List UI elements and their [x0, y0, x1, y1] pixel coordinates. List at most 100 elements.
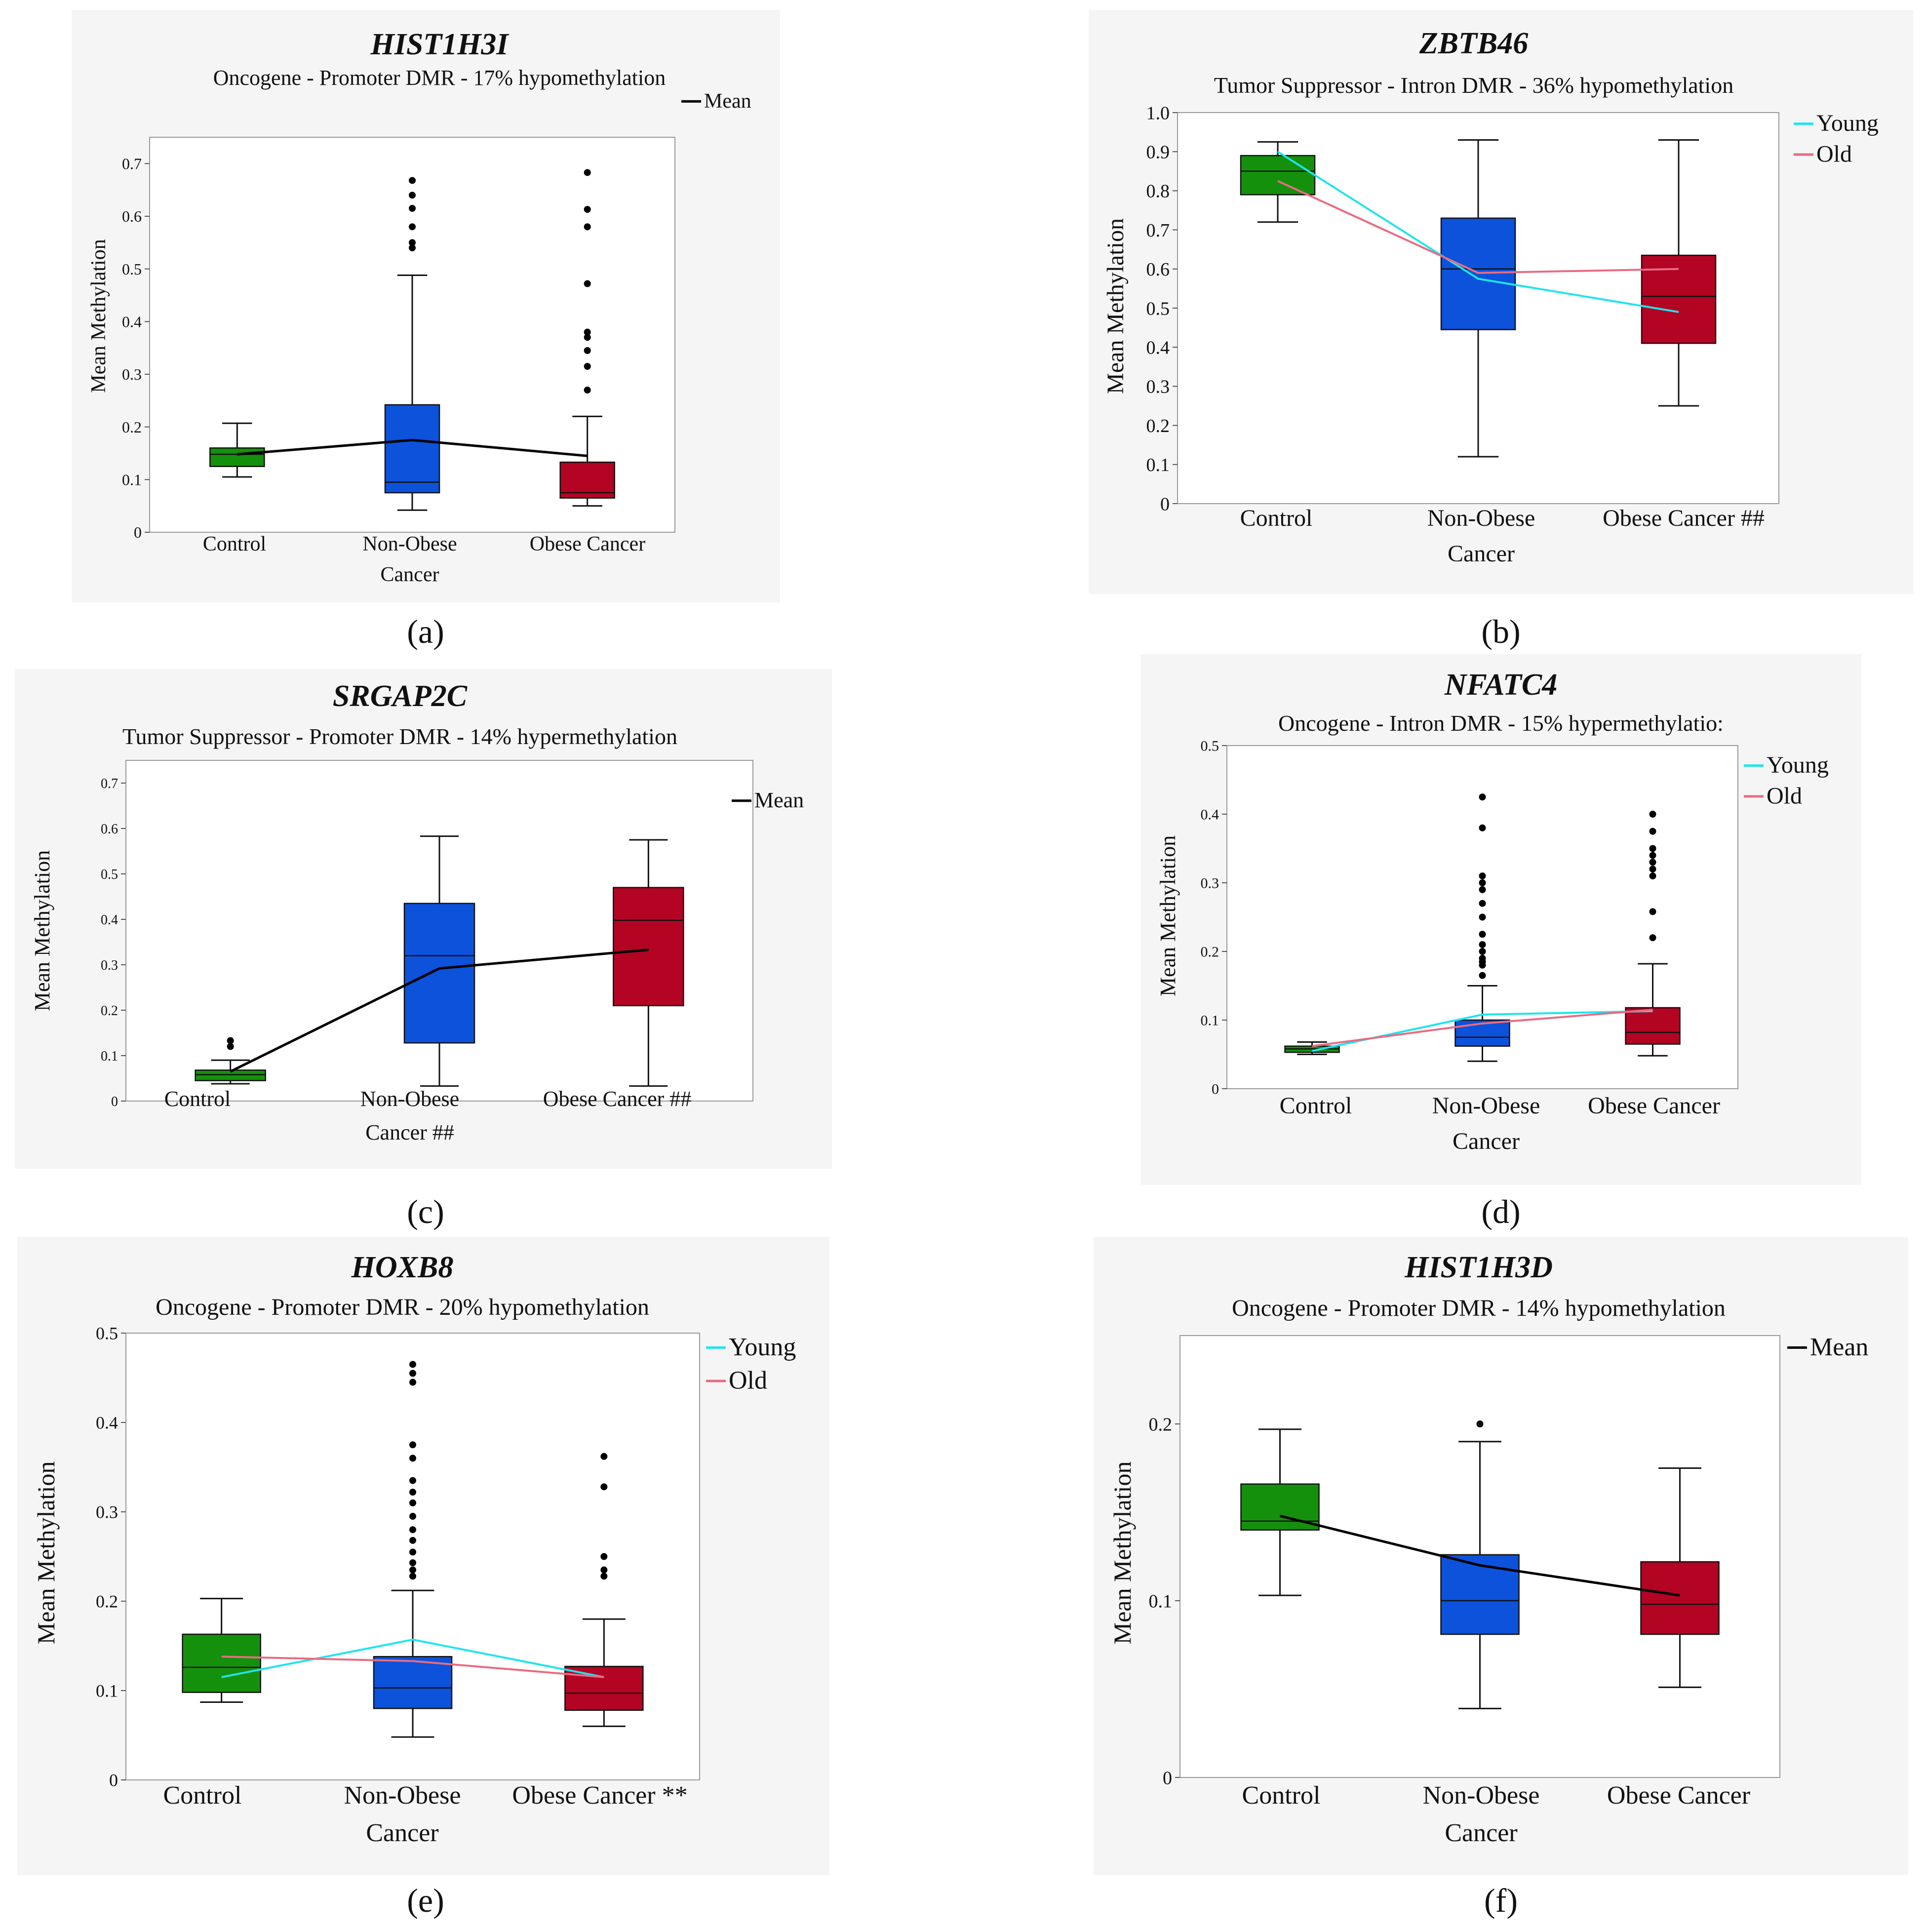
y-tick-label: 0.1	[1201, 1013, 1219, 1029]
outlier-point	[584, 328, 591, 336]
outlier-point	[409, 1361, 416, 1368]
y-axis-label: Mean Methylation	[1108, 1461, 1136, 1645]
outlier-point	[600, 1453, 608, 1460]
y-tick-label: 0	[1212, 1081, 1219, 1098]
box-non-obese	[1454, 793, 1510, 1062]
caption-c-text: (c)	[407, 1193, 444, 1230]
outlier-point	[409, 223, 416, 231]
outlier-point	[409, 1548, 416, 1556]
x-category-label: Cancer	[1453, 1128, 1520, 1154]
y-tick-label: 0.1	[1149, 1591, 1173, 1612]
series-line-old	[221, 1656, 604, 1678]
box-non-obese	[384, 177, 440, 511]
outlier-point	[600, 1566, 608, 1574]
y-tick-label: 0.8	[1146, 181, 1170, 202]
x-category-label: Non-Obese	[362, 533, 457, 555]
box-non-obese	[403, 835, 475, 1087]
box-control	[209, 422, 265, 478]
outlier-point	[600, 1553, 608, 1560]
legend-label: Old	[1767, 783, 1802, 809]
y-tick-label: 0.2	[1149, 1414, 1173, 1435]
y-axis-label: Mean Methylation	[1102, 218, 1129, 394]
caption-e-text: (e)	[407, 1882, 444, 1919]
box-obese	[1640, 1467, 1720, 1688]
y-tick-label: 0	[1163, 1768, 1172, 1788]
outlier-point	[409, 1537, 416, 1544]
x-category-label: Obese Cancer ##	[1603, 505, 1765, 531]
outlier-point	[1479, 941, 1486, 948]
x-category-label: Control	[203, 533, 266, 555]
y-tick-label: 0.2	[1146, 416, 1170, 436]
outlier-point	[409, 1489, 416, 1496]
y-tick-label: 0.2	[1201, 944, 1219, 960]
y-tick-label: 0.7	[122, 155, 142, 173]
series-line-mean	[230, 948, 649, 1073]
box-iqr	[564, 1665, 644, 1711]
legend-label: Young	[729, 1333, 796, 1361]
chart-title: HIST1H3D	[1404, 1251, 1553, 1284]
y-tick-label: 0	[134, 523, 142, 541]
outlier-point	[1479, 972, 1486, 979]
outlier-point	[1476, 1420, 1484, 1427]
chart-e: HOXB8 Oncogene - Promoter DMR - 20% hypom…	[32, 1251, 796, 1847]
outlier-point	[1649, 934, 1656, 942]
y-tick-label: 0.1	[101, 1049, 118, 1064]
caption-f-text: (f)	[1484, 1882, 1518, 1919]
outlier-point	[1649, 866, 1656, 873]
caption-d-text: (d)	[1481, 1193, 1521, 1230]
box-iqr	[1640, 1561, 1720, 1635]
x-category-label: Cancer	[1445, 1819, 1517, 1847]
outlier-point	[584, 363, 591, 370]
y-tick-label: 0	[111, 1094, 118, 1109]
caption-a-text: (a)	[407, 613, 444, 650]
chart-title: SRGAP2C	[333, 679, 468, 713]
outlier-point	[409, 1566, 416, 1574]
outlier-point	[1649, 828, 1656, 835]
y-tick-label: 0.5	[122, 260, 142, 278]
outlier-point	[584, 169, 591, 176]
outlier-point	[1649, 811, 1656, 818]
y-tick-label: 0.9	[1146, 142, 1170, 163]
y-tick-label: 0.6	[101, 822, 118, 837]
legend-label: Mean	[704, 90, 751, 113]
chart-panel-e: HOXB8 Oncogene - Promoter DMR - 20% hypom…	[17, 1237, 829, 1875]
outlier-point	[1479, 931, 1486, 938]
box-control	[182, 1598, 261, 1703]
chart-subtitle: Tumor Suppressor - Promoter DMR - 14% hy…	[122, 724, 677, 749]
outlier-point	[1479, 913, 1486, 921]
y-tick-label: 0.2	[96, 1592, 118, 1612]
outlier-point	[1479, 886, 1486, 893]
legend-label: Mean	[754, 788, 804, 812]
y-tick-label: 0	[1160, 494, 1170, 514]
y-tick-label: 0.5	[101, 867, 118, 882]
y-tick-label: 0.5	[1146, 298, 1170, 319]
outlier-point	[409, 1455, 416, 1462]
caption-d: (d)	[1452, 1192, 1550, 1231]
y-tick-label: 0.3	[96, 1502, 118, 1522]
outlier-point	[600, 1483, 608, 1491]
y-tick-label: 0.7	[101, 776, 118, 791]
legend-label: Old	[1816, 141, 1852, 167]
x-category-label: Cancer	[381, 563, 439, 586]
box-iqr	[403, 903, 475, 1044]
box-control	[1240, 141, 1316, 223]
box-iqr	[209, 447, 265, 467]
outlier-point	[409, 244, 416, 251]
series-line-old	[1312, 1009, 1653, 1047]
box-iqr	[1641, 254, 1717, 344]
x-category-label: Non-Obese	[1423, 1781, 1540, 1810]
outlier-point	[1479, 879, 1486, 886]
y-axis-label: Mean Methylation	[87, 239, 110, 393]
box-iqr	[613, 887, 684, 1007]
y-tick-label: 0.4	[1146, 338, 1170, 358]
outlier-point	[409, 177, 416, 184]
y-axis-label: Mean Methylation	[30, 850, 54, 1011]
outlier-point	[584, 223, 591, 231]
y-tick-label: 0.7	[1146, 220, 1170, 241]
series-line-mean	[237, 438, 588, 457]
y-tick-label: 1.0	[1146, 103, 1170, 123]
x-category-label: Non-Obese	[360, 1087, 459, 1111]
chart-b: ZBTB46 Tumor Suppressor - Intron DMR - 36…	[1102, 27, 1879, 567]
y-tick-label: 0.3	[1146, 377, 1170, 397]
box-iqr	[182, 1633, 261, 1693]
